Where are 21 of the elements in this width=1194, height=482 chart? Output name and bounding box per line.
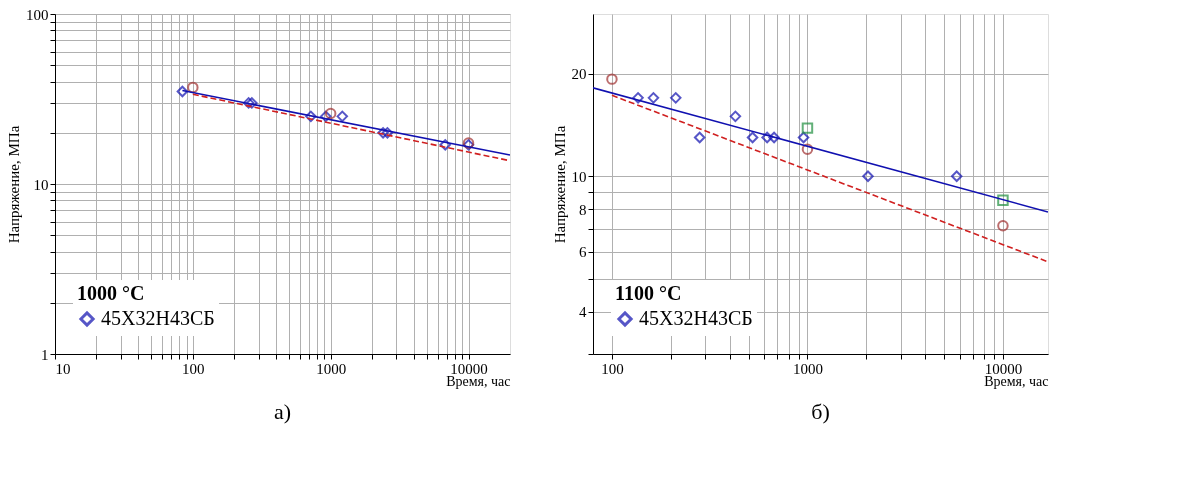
text: а) xyxy=(273,399,292,424)
legend-label: 45Х32Н43СБ xyxy=(101,307,215,329)
y-tick-label: 8 xyxy=(579,201,587,218)
y-tick-label: 100 xyxy=(26,6,49,23)
text: б) xyxy=(811,399,830,424)
y-axis-title: Напряжение, МПа xyxy=(6,125,22,244)
y-tick-label: 6 xyxy=(579,244,587,261)
y-tick-label: 10 xyxy=(33,176,49,193)
legend-title: 1000 °C xyxy=(77,282,145,304)
x-tick-label: 100 xyxy=(601,360,624,377)
x-tick-label: 10 xyxy=(55,360,71,377)
x-tick-label: 100 xyxy=(182,360,205,377)
x-tick-label: 1000 xyxy=(792,360,823,377)
legend-title: 1100 °C xyxy=(615,282,682,304)
y-tick-label: 4 xyxy=(579,304,587,321)
y-axis-title: Напряжение, МПа xyxy=(551,125,568,244)
y-tick-label: 10 xyxy=(571,168,587,185)
x-tick-label: 1000 xyxy=(316,360,347,377)
y-tick-label: 1 xyxy=(41,346,49,363)
y-tick-label: 20 xyxy=(571,66,587,83)
legend-label: 45Х32Н43СБ xyxy=(639,307,753,329)
